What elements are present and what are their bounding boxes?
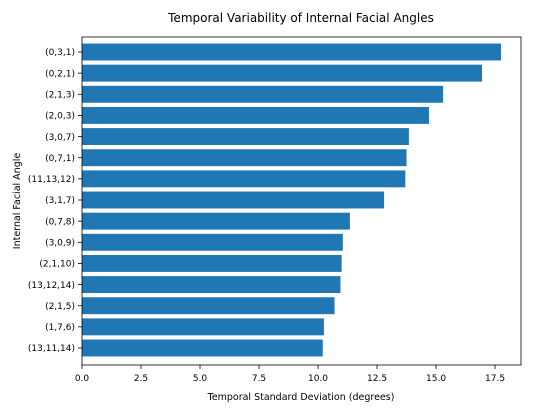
y-tick-label: (13,12,14): [28, 281, 75, 291]
x-axis-ticks: 0.0 2.5 5.0 7.5 10.0 12.5 15.0 17.5: [75, 365, 505, 384]
x-tick-label: 2.5: [134, 374, 148, 384]
x-tick-label: 0.0: [75, 374, 90, 384]
bar: [82, 233, 343, 251]
y-tick-label: (0,3,1): [45, 48, 75, 58]
y-axis-ticks: (0,3,1) (0,2,1) (2,1,3) (2,0,3) (3,0,7) (0,7,…: [28, 48, 82, 354]
bar: [82, 191, 385, 209]
y-tick-label: (2,1,10): [39, 260, 75, 270]
y-tick-label: (11,13,12): [28, 175, 75, 185]
y-tick-label: (0,7,1): [45, 154, 75, 164]
x-tick-label: 10.0: [308, 374, 328, 384]
bar: [82, 128, 409, 146]
y-tick-label: (2,1,5): [45, 302, 75, 312]
bar: [82, 85, 444, 103]
x-tick-label: 7.5: [252, 374, 266, 384]
bar: [82, 64, 483, 82]
bars: [82, 43, 501, 357]
y-tick-label: (2,0,3): [45, 112, 75, 122]
y-tick-label: (2,1,3): [45, 90, 75, 100]
x-tick-label: 5.0: [193, 374, 208, 384]
bar: [82, 318, 324, 336]
bar: [82, 106, 429, 124]
chart-title: Temporal Variability of Internal Facial …: [167, 11, 434, 25]
bar: [82, 254, 342, 272]
bar: [82, 43, 501, 61]
x-axis-label: Temporal Standard Deviation (degrees): [207, 392, 395, 403]
bar: [82, 170, 406, 188]
y-tick-label: (1,7,6): [45, 323, 75, 333]
bar: [82, 339, 323, 357]
bar: [82, 297, 335, 315]
x-tick-label: 17.5: [485, 374, 505, 384]
y-tick-label: (13,11,14): [28, 344, 75, 354]
x-tick-label: 12.5: [367, 374, 387, 384]
bar: [82, 149, 407, 167]
y-tick-label: (3,1,7): [45, 196, 75, 206]
bar: [82, 212, 350, 230]
y-tick-label: (3,0,9): [45, 238, 75, 248]
y-tick-label: (3,0,7): [45, 133, 75, 143]
y-tick-label: (0,2,1): [45, 69, 75, 79]
bar: [82, 276, 341, 294]
y-axis-label: Internal Facial Angle: [12, 153, 23, 250]
plot-frame: [81, 36, 522, 366]
y-tick-label: (0,7,8): [45, 217, 75, 227]
x-tick-label: 15.0: [426, 374, 446, 384]
